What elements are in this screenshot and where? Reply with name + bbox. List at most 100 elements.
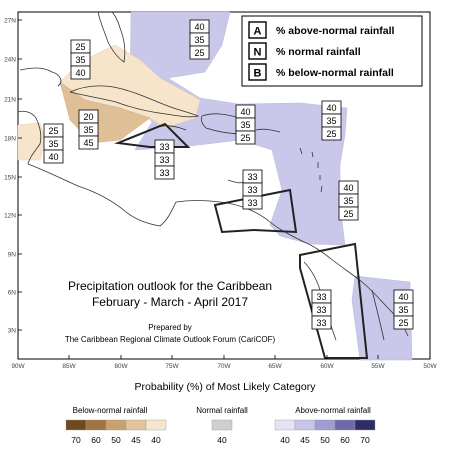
probability-value: 33: [316, 305, 326, 315]
probability-box-florida-cuba-west: 25 35 40: [70, 39, 91, 80]
prepared-by-label: Prepared by: [148, 323, 192, 332]
category-key: A % above-normal rainfall N % normal rainfa…: [241, 15, 423, 87]
probability-cell: [393, 315, 414, 330]
prepared-by-org: The Caribbean Regional Climate Outlook F…: [65, 335, 276, 344]
legend-above-title: Above-normal rainfall: [295, 406, 371, 415]
legend-below-title: Below-normal rainfall: [73, 406, 148, 415]
lat-tick-label: 12N: [4, 213, 16, 220]
legend-swatch-above: [294, 419, 316, 431]
lon-tick-label: 70W: [217, 363, 231, 370]
probability-value: 33: [247, 198, 257, 208]
probability-box-hispaniola: 40 35 25: [235, 104, 256, 145]
lat-tick-label: 3N: [8, 328, 17, 335]
probability-value: 35: [194, 35, 204, 45]
legend-swatch-above: [354, 419, 376, 431]
probability-value: 33: [159, 155, 169, 165]
probability-value: 25: [194, 48, 204, 58]
legend-swatch-below: [65, 419, 87, 431]
legend-value-below: 60: [91, 435, 101, 445]
probability-value: 35: [83, 125, 93, 135]
probability-value: 35: [398, 305, 408, 315]
legend-swatch-above: [274, 419, 296, 431]
probability-value: 35: [326, 116, 336, 126]
probability-value: 25: [240, 133, 250, 143]
probability-cell: [242, 195, 263, 210]
probability-cell: [154, 165, 175, 180]
longitude-ticks: 90W 85W 80W 75W 70W 65W 60W 55W 50W: [11, 355, 438, 370]
lat-tick-label: 9N: [8, 252, 17, 259]
legend-swatch-normal: [211, 419, 233, 431]
legend-value-normal: 40: [217, 435, 227, 445]
probability-value: 25: [75, 42, 85, 52]
probability-value: 33: [159, 168, 169, 178]
probability-value: 33: [316, 318, 326, 328]
probability-value: 40: [75, 68, 85, 78]
key-letter: A: [254, 26, 262, 38]
probability-value: 45: [83, 138, 93, 148]
legend-value-below: 70: [71, 435, 81, 445]
probability-value: 33: [316, 292, 326, 302]
legend-value-below: 40: [151, 435, 161, 445]
lon-tick-label: 90W: [11, 363, 25, 370]
probability-cell: [321, 126, 342, 141]
probability-box-abc-islands: 33 33 33: [242, 169, 263, 210]
probability-box-belize: 25 35 40: [43, 123, 64, 164]
key-description: % above-normal rainfall: [276, 25, 395, 37]
legend-value-above: 40: [280, 435, 290, 445]
lat-tick-label: 21N: [4, 97, 16, 104]
legend-value-above: 45: [300, 435, 310, 445]
lon-tick-label: 60W: [320, 363, 334, 370]
lon-tick-label: 80W: [114, 363, 128, 370]
probability-value: 35: [343, 196, 353, 206]
probability-value: 25: [398, 318, 408, 328]
lat-tick-label: 18N: [4, 136, 16, 143]
probability-value: 20: [83, 112, 93, 122]
legend-swatch-below: [85, 419, 107, 431]
probability-cell: [311, 315, 332, 330]
probability-value: 40: [343, 183, 353, 193]
key-letter: B: [254, 68, 262, 80]
latitude-ticks: 27N 24N 21N 18N 15N 12N 9N 6N 3N: [4, 18, 22, 335]
legend-value-above: 70: [360, 435, 370, 445]
abc-islands-outline: [213, 188, 298, 234]
map-period: February - March - April 2017: [92, 295, 248, 309]
probability-value: 35: [48, 139, 58, 149]
legend-swatch-below: [105, 419, 127, 431]
probability-value: 25: [326, 129, 336, 139]
lon-tick-label: 50W: [423, 363, 437, 370]
probability-cell: [70, 65, 91, 80]
below-normal-region-light-belize: [17, 122, 46, 161]
probability-value: 40: [398, 292, 408, 302]
probability-value: 25: [343, 209, 353, 219]
lon-tick-label: 65W: [268, 363, 282, 370]
key-letter: N: [254, 47, 262, 59]
probability-value: 33: [247, 172, 257, 182]
probability-box-bahamas: 40 35 25: [189, 19, 210, 60]
legend-swatch-below: [125, 419, 147, 431]
legend-swatch-above: [334, 419, 356, 431]
probability-cell: [338, 206, 359, 221]
legend-value-below: 45: [131, 435, 141, 445]
probability-value: 25: [48, 126, 58, 136]
probability-value: 35: [240, 120, 250, 130]
key-letter-box: [248, 42, 267, 60]
probability-cell: [78, 135, 99, 150]
guianas-outline: [299, 242, 369, 359]
probability-cell: [43, 149, 64, 164]
probability-box-suriname: 40 35 25: [393, 289, 414, 330]
lon-tick-label: 55W: [371, 363, 385, 370]
key-frame: [241, 15, 423, 87]
probability-box-jamaica-south: 33 33 33: [154, 139, 175, 180]
key-letter-box: [248, 63, 267, 81]
lat-tick-label: 27N: [4, 18, 16, 25]
probability-box-cuba-central: 20 35 45: [78, 109, 99, 150]
legend-title: Probability (%) of Most Likely Category: [135, 381, 317, 393]
probability-box-leeward: 40 35 25: [321, 100, 342, 141]
lat-tick-label: 15N: [4, 175, 16, 182]
lat-tick-label: 6N: [8, 290, 17, 297]
probability-value: 40: [194, 22, 204, 32]
probability-value: 40: [48, 152, 58, 162]
jamaica-outline: [114, 122, 191, 148]
legend-value-above: 50: [320, 435, 330, 445]
